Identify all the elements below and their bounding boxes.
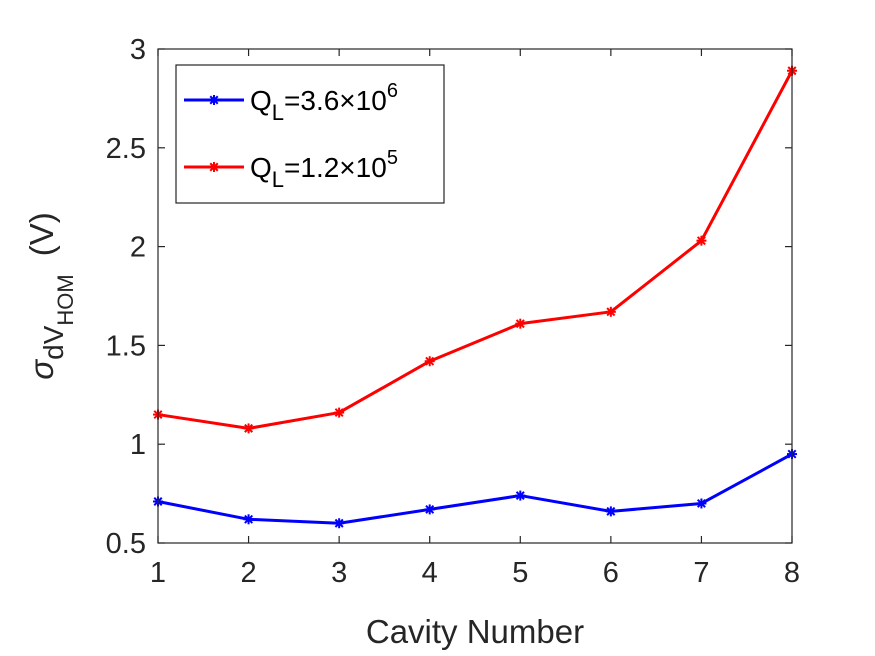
data-point <box>243 423 254 434</box>
svg-text:σdVHOM(V): σdVHOM (V) <box>23 212 78 379</box>
legend-item-1: QL=3.6×106 <box>184 80 398 125</box>
y-axis-label: σdVHOM (V) <box>23 212 78 379</box>
data-point <box>243 514 254 525</box>
data-point <box>334 518 345 529</box>
legend-marker <box>209 162 219 172</box>
data-point <box>515 490 526 501</box>
tick-layer: 1 2 3 4 5 6 7 80.511.522.53 <box>106 34 800 589</box>
x-tick-label: 6 <box>603 557 619 589</box>
series-layer <box>153 65 797 529</box>
data-point <box>424 356 435 367</box>
data-point <box>424 504 435 515</box>
x-tick-label: 2 <box>241 557 257 589</box>
series-1 <box>153 449 797 529</box>
data-point <box>515 318 526 329</box>
data-point <box>334 407 345 418</box>
x-tick-label: 8 <box>784 557 800 589</box>
axes-box <box>157 48 793 544</box>
data-point <box>696 498 707 509</box>
y-axis-label-sigma: σ <box>23 359 60 380</box>
series-line <box>157 70 794 430</box>
legend-box <box>175 64 445 204</box>
x-tick-label: 3 <box>331 557 347 589</box>
y-tick-label: 2 <box>130 232 146 264</box>
x-tick-label: 5 <box>512 557 528 589</box>
series-2 <box>153 65 797 434</box>
y-axis-label-unit: (V) <box>23 212 60 256</box>
data-point <box>605 306 616 317</box>
x-tick-label: 4 <box>422 557 438 589</box>
x-axis-label: Cavity Number <box>366 613 584 650</box>
y-axis-label-base: dV <box>38 325 69 360</box>
y-tick-label: 2.5 <box>106 133 146 165</box>
legend-label: QL=3.6×106 <box>250 80 398 125</box>
y-tick-label: 1.5 <box>106 330 146 362</box>
x-tick-label: 7 <box>693 557 709 589</box>
legend: QL=3.6×106 QL=1.2×105 <box>175 64 445 204</box>
legend-marker <box>209 95 219 105</box>
y-tick-label: 3 <box>130 34 146 66</box>
legend-label: QL=1.2×105 <box>250 147 398 192</box>
x-tick-label: 1 <box>150 557 166 589</box>
data-point <box>696 235 707 246</box>
series-line <box>157 452 793 525</box>
data-point <box>605 506 616 517</box>
y-tick-label: 0.5 <box>106 528 146 560</box>
legend-item-2: QL=1.2×105 <box>184 147 398 192</box>
y-tick-label: 1 <box>130 429 146 461</box>
y-axis-label-sub: HOM <box>53 274 78 325</box>
